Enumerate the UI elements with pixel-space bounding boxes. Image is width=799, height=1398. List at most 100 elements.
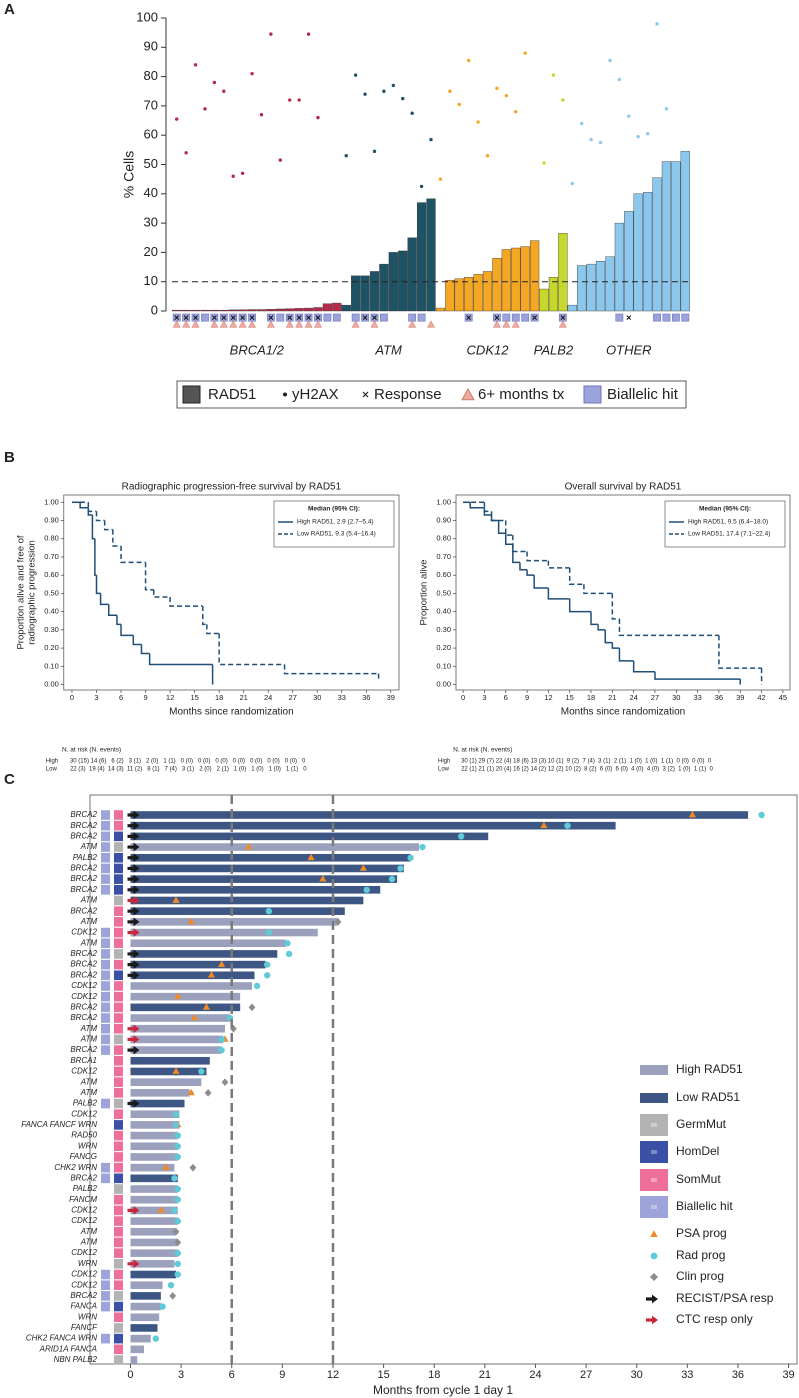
mutation-square	[114, 1226, 123, 1237]
duration-bar	[130, 1067, 207, 1076]
response-arrow	[127, 917, 140, 927]
six-months-mark	[285, 320, 294, 328]
x-tick-label: 18	[215, 693, 223, 702]
yh2ax-dot	[269, 32, 273, 36]
survival-step	[512, 535, 528, 553]
yh2ax-dot	[231, 174, 235, 178]
mutation-square	[114, 927, 123, 938]
x-tick-label: 12	[166, 693, 174, 702]
biallelic-square	[101, 1291, 110, 1301]
x-tick-label: 15	[566, 693, 574, 702]
yh2ax-dot	[579, 121, 584, 126]
biallelic-square	[332, 313, 341, 322]
biallelic-square	[201, 313, 209, 322]
x-tick-label: 33	[338, 693, 346, 702]
survival-step	[618, 618, 719, 637]
response-arrow	[127, 842, 140, 852]
psa-prog	[202, 1003, 211, 1010]
duration-bar	[130, 896, 364, 905]
survival-step	[483, 502, 492, 513]
legend-label: Low RAD51, 9.3 (5.4–16.4)	[297, 531, 376, 538]
biallelic-square	[101, 959, 110, 970]
rad51-bar	[482, 271, 493, 312]
rad51-bar	[605, 256, 615, 312]
six-months-mark	[182, 320, 191, 328]
duration-bar	[130, 971, 255, 980]
mutation-square	[114, 810, 123, 820]
rad-prog	[167, 1281, 175, 1289]
duration-bar	[130, 1078, 202, 1086]
survival-step	[497, 520, 506, 535]
mutation-square	[114, 1259, 123, 1269]
duration-bar	[130, 1302, 161, 1311]
plot-frame	[455, 494, 791, 691]
rad51-bar	[501, 249, 511, 312]
plot-frame	[63, 494, 400, 691]
six-months-mark	[304, 320, 313, 328]
biallelic-square	[671, 313, 680, 322]
duration-bar	[130, 1356, 138, 1364]
response-mark	[296, 315, 302, 320]
duration-bar	[130, 853, 411, 862]
psa-prog	[187, 917, 195, 925]
rad51-bar	[614, 222, 624, 312]
survival-step	[568, 598, 592, 613]
x-tick-label: 27	[580, 1369, 592, 1381]
legend-title: Median (95% CI):	[308, 506, 360, 513]
yh2ax-dot	[485, 154, 490, 158]
response-arrow	[127, 810, 140, 820]
gene-label: WRN	[78, 1141, 97, 1150]
mutation-square	[114, 1045, 123, 1055]
yh2ax-dot	[495, 86, 499, 91]
mutation-square	[114, 852, 123, 863]
rad51-bar	[520, 246, 530, 312]
yh2ax-dot	[457, 102, 461, 107]
gene-label: ATM	[80, 1035, 98, 1044]
legend-label: SomMut	[676, 1172, 721, 1186]
y-tick-label: 0.90	[44, 515, 59, 524]
duration-bar	[130, 1142, 178, 1151]
gene-label: ATM	[80, 1088, 98, 1097]
gene-label: CDK12	[71, 1216, 97, 1225]
x-tick-label: 24	[529, 1369, 541, 1381]
rad51-bar	[303, 307, 314, 312]
mutation-square	[114, 1055, 123, 1066]
clin-prog	[204, 1089, 212, 1097]
mutation-square	[114, 991, 123, 1002]
rad51-bar	[181, 309, 191, 312]
survival-step	[144, 562, 154, 591]
duration-bar	[130, 1313, 160, 1322]
rad51-bar	[435, 307, 446, 312]
group-label: ATM	[374, 342, 402, 357]
response-arrow	[127, 821, 140, 831]
rad51-bar	[558, 233, 568, 312]
gene-label: ATM	[80, 1238, 98, 1247]
x-tick-label: 33	[681, 1369, 693, 1381]
biallelic-square	[101, 1269, 110, 1280]
rad-prog	[253, 982, 261, 990]
gene-label: BRCA2	[70, 906, 97, 915]
survival-step	[504, 533, 513, 545]
survival-step	[583, 584, 613, 595]
duration-bar	[130, 1206, 178, 1215]
rad51-bar	[266, 309, 276, 312]
survival-step	[95, 575, 101, 595]
rad51-bar	[369, 271, 380, 312]
biallelic-square	[101, 820, 110, 831]
legend-label: RECIST/PSA resp	[676, 1291, 774, 1305]
mutation-square	[114, 1002, 123, 1013]
legend-icon	[283, 392, 287, 397]
six-months-mark	[408, 320, 417, 328]
duration-bar	[130, 1292, 161, 1300]
response-arrow	[127, 1045, 140, 1055]
x-tick-label: 0	[461, 693, 465, 702]
biallelic-square	[101, 1098, 110, 1109]
yh2ax-dot	[372, 149, 377, 154]
yh2ax-dot	[429, 137, 433, 142]
biallelic-square	[101, 1034, 110, 1045]
x-tick-label: 3	[482, 693, 486, 702]
rad51-bar	[661, 161, 672, 312]
rad51-bar	[624, 211, 634, 312]
legend-icon	[650, 1273, 658, 1281]
risk-row-label: Low	[438, 767, 450, 773]
